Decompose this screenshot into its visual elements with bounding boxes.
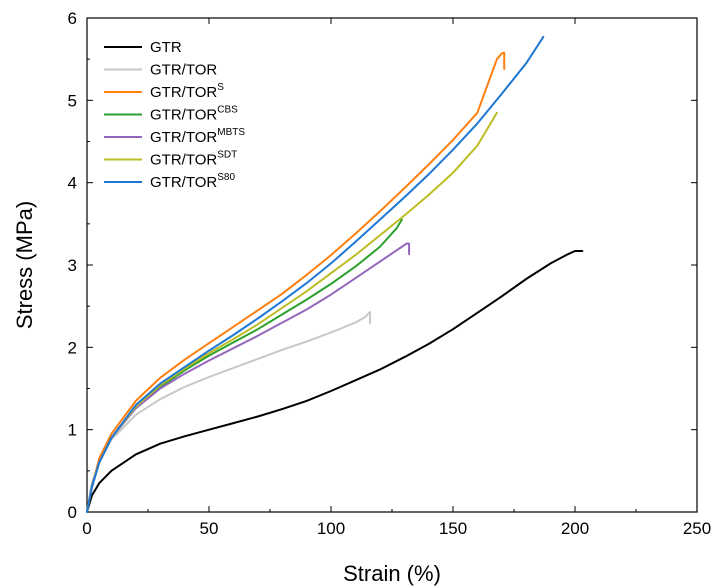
legend-label-base: GTR/TOR bbox=[150, 62, 217, 79]
x-tick-label: 0 bbox=[82, 519, 91, 538]
legend-label-base: GTR/TOR bbox=[150, 129, 217, 146]
x-tick-label: 200 bbox=[561, 519, 589, 538]
legend-label: GTR/TORS80 bbox=[150, 172, 235, 191]
legend-label-base: GTR bbox=[150, 39, 182, 56]
x-tick-label: 100 bbox=[317, 519, 345, 538]
legend-label: GTR/TORSDT bbox=[150, 150, 237, 169]
legend-label: GTR bbox=[150, 39, 182, 56]
legend-label: GTR/TORMBTS bbox=[150, 127, 245, 146]
x-axis-title: Strain (%) bbox=[343, 561, 441, 586]
y-tick-label: 4 bbox=[68, 174, 77, 193]
x-tick-label: 150 bbox=[439, 519, 467, 538]
y-tick-label: 1 bbox=[68, 421, 77, 440]
legend-label-base: GTR/TOR bbox=[150, 107, 217, 124]
series-line-gtr bbox=[87, 251, 582, 512]
legend-label-superscript: S80 bbox=[217, 172, 235, 183]
legend-label-superscript: S bbox=[217, 82, 224, 93]
y-axis-title: Stress (MPa) bbox=[12, 201, 37, 329]
y-tick-label: 3 bbox=[68, 256, 77, 275]
legend-label-base: GTR/TOR bbox=[150, 152, 217, 169]
y-tick-label: 2 bbox=[68, 338, 77, 357]
y-tick-label: 5 bbox=[68, 91, 77, 110]
legend-label-base: GTR/TOR bbox=[150, 84, 217, 101]
y-tick-label: 0 bbox=[68, 503, 77, 522]
legend-label-superscript: CBS bbox=[217, 105, 238, 116]
series-line-gtr-torsdt bbox=[87, 113, 497, 512]
legend-label-base: GTR/TOR bbox=[150, 174, 217, 191]
legend-label: GTR/TOR bbox=[150, 62, 217, 79]
x-tick-label: 50 bbox=[200, 519, 219, 538]
y-tick-label: 6 bbox=[68, 9, 77, 28]
x-tick-label: 250 bbox=[683, 519, 711, 538]
legend: GTRGTR/TORGTR/TORSGTR/TORCBSGTR/TORMBTSG… bbox=[104, 39, 245, 191]
legend-label-superscript: SDT bbox=[217, 150, 237, 161]
series-line-gtr-torcbs bbox=[87, 220, 402, 512]
legend-label-superscript: MBTS bbox=[217, 127, 245, 138]
legend-label: GTR/TORS bbox=[150, 82, 224, 101]
legend-label: GTR/TORCBS bbox=[150, 105, 238, 124]
